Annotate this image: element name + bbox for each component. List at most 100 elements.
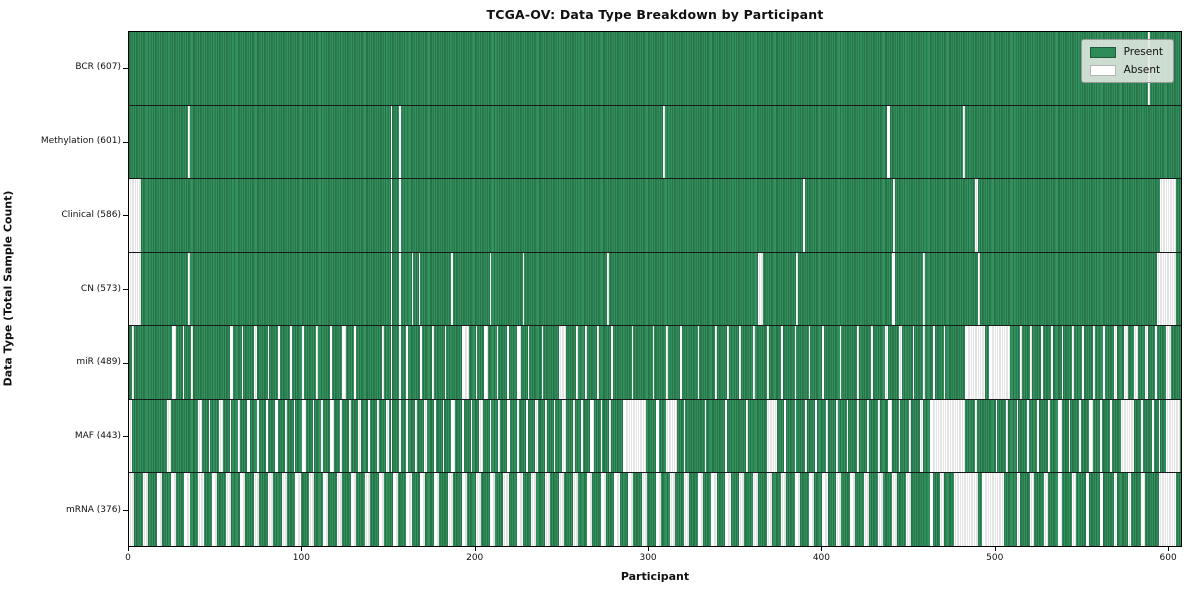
absent-mark	[475, 473, 481, 547]
absent-mark	[877, 473, 884, 547]
absent-mark	[434, 399, 436, 473]
absent-mark	[753, 326, 755, 399]
absent-mark	[825, 399, 828, 473]
absent-mark	[434, 473, 440, 547]
heatmap-row-CN	[129, 251, 1181, 326]
absent-mark	[527, 326, 530, 399]
absent-mark	[898, 399, 901, 473]
absent-mark	[330, 326, 332, 399]
absent-mark	[337, 473, 343, 547]
absent-mark	[392, 473, 398, 547]
absent-mark	[444, 326, 447, 399]
absent-mark	[1099, 399, 1102, 473]
absent-mark	[954, 473, 979, 547]
x-tick-mark	[301, 547, 303, 551]
absent-mark	[129, 179, 142, 252]
absent-mark	[191, 326, 194, 399]
absent-mark	[623, 399, 646, 473]
absent-mark	[349, 399, 351, 473]
absent-mark	[610, 326, 613, 399]
absent-mark	[558, 473, 565, 547]
absent-mark	[746, 399, 748, 473]
absent-mark	[399, 326, 402, 399]
absent-mark	[182, 326, 185, 399]
legend-entry-absent: Absent	[1089, 64, 1163, 76]
absent-mark	[302, 326, 305, 399]
absent-mark	[780, 326, 783, 399]
absent-mark	[1113, 326, 1118, 399]
absent-mark	[342, 326, 346, 399]
absent-mark	[614, 473, 620, 547]
absent-mark	[1134, 326, 1138, 399]
absent-mark	[198, 399, 202, 473]
absent-mark	[451, 399, 455, 473]
absent-mark	[978, 252, 981, 326]
absent-mark	[1092, 326, 1095, 399]
absent-mark	[929, 473, 934, 547]
absent-mark	[919, 399, 923, 473]
absent-mark	[406, 473, 412, 547]
absent-mark	[711, 473, 717, 547]
absent-mark	[1026, 399, 1029, 473]
absent-mark	[662, 105, 665, 179]
absent-mark	[323, 473, 329, 547]
absent-mark	[796, 252, 799, 326]
absent-mark	[784, 399, 786, 473]
absent-swatch-icon	[1089, 64, 1116, 76]
absent-mark	[727, 326, 729, 399]
absent-mark	[531, 473, 537, 547]
absent-mark	[378, 473, 384, 547]
absent-mark	[330, 399, 334, 473]
absent-mark	[226, 473, 232, 547]
absent-mark	[432, 326, 435, 399]
absent-mark	[600, 399, 603, 473]
absent-mark	[805, 399, 807, 473]
absent-mark	[399, 179, 402, 252]
absent-mark	[506, 399, 511, 473]
absent-mark	[1078, 399, 1081, 473]
absent-mark	[1047, 399, 1050, 473]
absent-mark	[586, 473, 592, 547]
absent-mark	[241, 326, 244, 399]
absent-mark	[312, 399, 315, 473]
absent-mark	[753, 473, 759, 547]
absent-mark	[357, 399, 362, 473]
absent-mark	[187, 252, 190, 326]
absent-mark	[451, 252, 454, 326]
absent-mark	[1058, 399, 1062, 473]
absent-mark	[1141, 473, 1145, 547]
plot-area	[128, 31, 1182, 547]
x-tick-label-0: 0	[125, 553, 131, 563]
absent-mark	[354, 326, 357, 399]
legend: Present Absent	[1080, 39, 1174, 83]
x-tick-mark	[474, 547, 476, 551]
x-axis-title: Participant	[620, 570, 690, 583]
absent-mark	[281, 473, 287, 547]
absent-mark	[572, 399, 575, 473]
absent-mark	[1016, 473, 1021, 547]
absent-mark	[267, 326, 270, 399]
absent-mark	[132, 326, 135, 399]
absent-mark	[399, 105, 402, 179]
absent-mark	[909, 399, 911, 473]
absent-mark	[385, 399, 390, 473]
absent-mark	[597, 326, 599, 399]
absent-mark	[461, 473, 468, 547]
absent-mark	[208, 399, 211, 473]
y-tick-label-MAF: MAF (443)	[74, 430, 121, 441]
absent-mark	[411, 252, 414, 326]
absent-mark	[1072, 326, 1074, 399]
absent-mark	[257, 399, 259, 473]
y-tick-mark	[123, 510, 128, 512]
absent-mark	[1030, 326, 1033, 399]
absent-mark	[525, 399, 528, 473]
absent-mark	[1158, 473, 1177, 547]
absent-mark	[484, 326, 488, 399]
x-tick-label-100: 100	[292, 553, 310, 563]
absent-mark	[1061, 326, 1064, 399]
absent-mark	[265, 399, 268, 473]
absent-mark	[461, 326, 469, 399]
heatmap-row-Clinical	[129, 178, 1181, 252]
absent-mark	[905, 473, 911, 547]
legend-label-absent: Absent	[1123, 64, 1161, 76]
